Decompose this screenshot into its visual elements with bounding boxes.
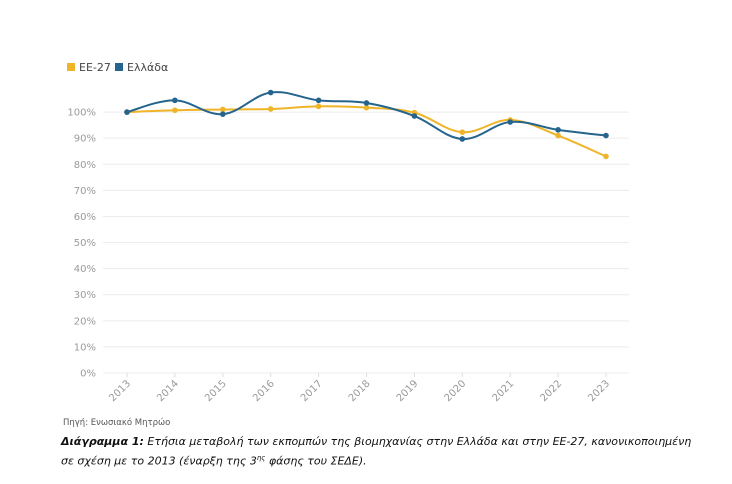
x-tick-label: 2014 xyxy=(155,378,181,404)
y-tick-label: 50% xyxy=(74,238,96,249)
data-point-eu27 xyxy=(363,104,370,111)
y-tick-label: 0% xyxy=(80,369,96,380)
data-point-greece xyxy=(603,132,609,139)
y-tick-label: 20% xyxy=(74,316,96,327)
series-line-greece xyxy=(126,91,607,140)
y-tick-label: 10% xyxy=(74,342,96,353)
data-point-eu27 xyxy=(315,103,322,110)
x-tick-label: 2015 xyxy=(203,378,229,404)
data-point-greece xyxy=(507,119,513,125)
data-point-greece xyxy=(459,136,466,142)
data-point-eu27 xyxy=(603,153,609,160)
line-chart: ΕΕ-27 Ελλάδα 0% 10% 20% 30% 40% 50% 60% 70% 80% 9… xyxy=(67,61,629,404)
x-tick-label: 2019 xyxy=(395,378,421,404)
data-point-eu27 xyxy=(220,106,226,113)
caption-superscript: ης xyxy=(256,454,266,462)
x-tick-label: 2016 xyxy=(251,378,277,404)
data-point-greece xyxy=(363,100,370,106)
caption-text-2: φάσης του ΣΕΔΕ). xyxy=(265,454,367,468)
y-tick-label: 90% xyxy=(74,134,96,145)
chart-source: Πηγή: Ενωσιακό Μητρώο xyxy=(63,418,171,428)
data-point-greece xyxy=(124,109,130,115)
legend-swatch-eu27 xyxy=(67,63,75,71)
y-tick-label: 70% xyxy=(74,186,96,197)
x-tick-label: 2022 xyxy=(538,378,564,404)
y-tick-label: 30% xyxy=(74,290,96,301)
chart-gridlines xyxy=(103,111,629,374)
data-point-greece xyxy=(555,127,561,133)
data-point-eu27 xyxy=(267,106,274,112)
series-line-eu27 xyxy=(126,105,607,158)
figure-caption: Διάγραμμα 1: Ετήσια μεταβολή των εκπομπώ… xyxy=(61,434,701,470)
y-tick-label: 100% xyxy=(67,108,96,119)
data-point-greece xyxy=(172,97,178,104)
x-axis-ticks: 2013 2014 2015 2016 2017 2018 2019 2020 2021 2022… xyxy=(107,373,612,404)
data-point-eu27 xyxy=(172,107,178,114)
y-tick-label: 60% xyxy=(74,212,96,223)
x-tick-label: 2020 xyxy=(443,378,469,404)
legend-label-eu27: ΕΕ-27 xyxy=(79,61,111,74)
x-tick-label: 2023 xyxy=(586,378,612,404)
data-point-eu27 xyxy=(459,129,466,135)
y-tick-label: 80% xyxy=(74,160,96,171)
y-axis-ticks: 0% 10% 20% 30% 40% 50% 60% 70% 80% 90% 100% xyxy=(67,108,96,380)
chart-series xyxy=(124,89,609,160)
data-point-greece xyxy=(315,97,322,104)
data-point-greece xyxy=(220,111,226,117)
x-tick-label: 2018 xyxy=(347,378,373,404)
data-point-eu27 xyxy=(555,132,561,139)
caption-label: Διάγραμμα 1: xyxy=(61,435,144,448)
y-tick-label: 40% xyxy=(74,264,96,275)
x-tick-label: 2013 xyxy=(107,378,133,404)
caption-text-1: Ετήσια μεταβολή των εκπομπών της βιομηχα… xyxy=(61,435,692,468)
x-tick-label: 2017 xyxy=(299,378,325,404)
x-tick-label: 2021 xyxy=(491,378,517,404)
legend-label-greece: Ελλάδα xyxy=(127,61,168,74)
data-point-greece xyxy=(411,113,418,119)
legend-swatch-greece xyxy=(115,63,123,71)
data-point-greece xyxy=(267,89,274,96)
chart-legend: ΕΕ-27 Ελλάδα xyxy=(67,61,168,74)
